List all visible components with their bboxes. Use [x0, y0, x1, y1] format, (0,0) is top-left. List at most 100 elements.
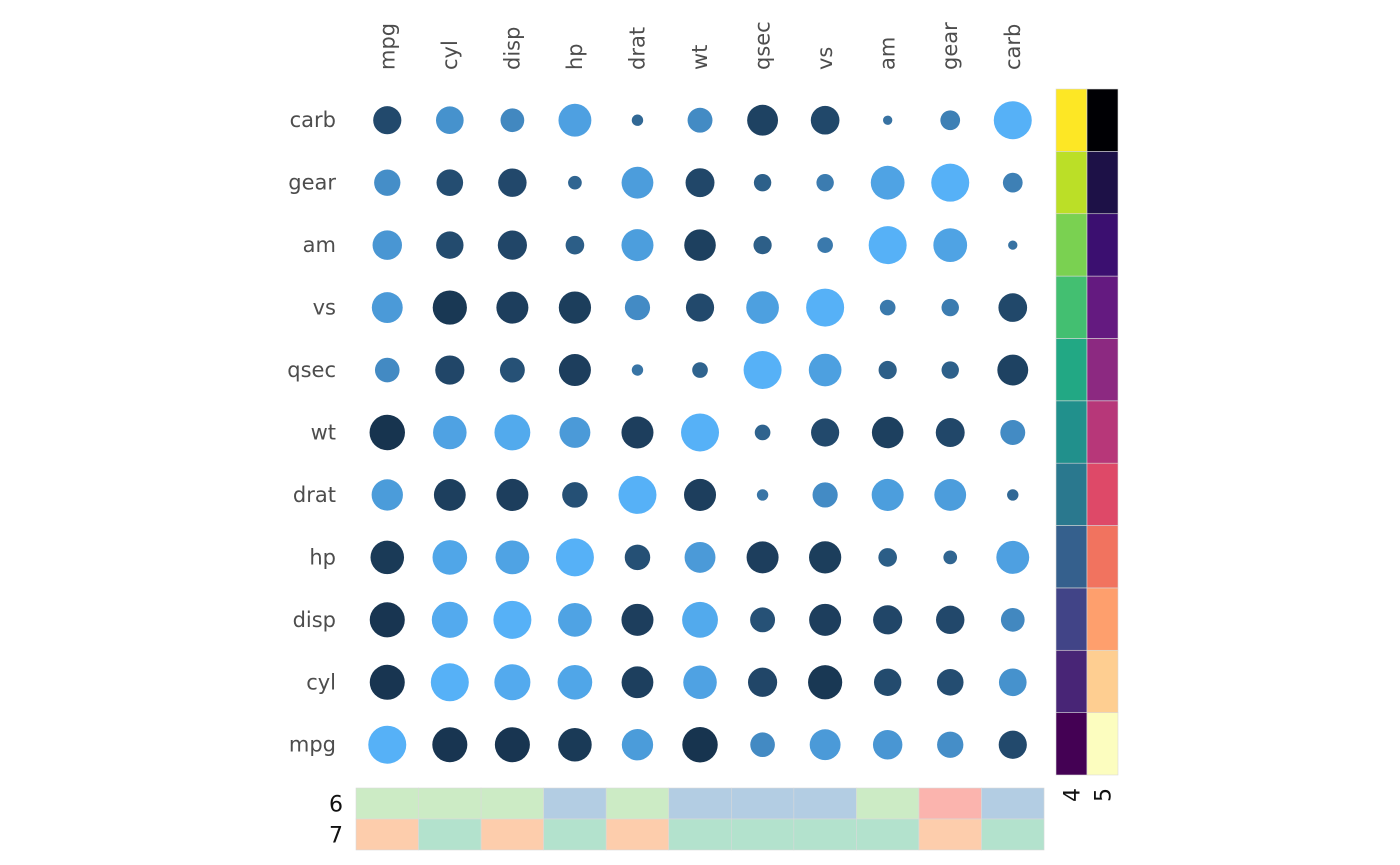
point-vs-cyl	[432, 290, 467, 325]
point-disp-hp	[558, 602, 592, 637]
point-vs-mpg	[371, 292, 403, 324]
bottom-annotation-7-cell	[793, 818, 857, 851]
right-annotation-4-cell	[1055, 151, 1088, 215]
bottom-annotation-6-cell	[480, 787, 544, 820]
point-wt-mpg	[369, 414, 405, 451]
right-annotation-4-cell	[1055, 462, 1088, 526]
point-am-vs	[817, 237, 833, 253]
point-disp-drat	[621, 603, 654, 636]
point-wt-qsec	[754, 424, 771, 441]
point-am-wt	[684, 229, 716, 261]
point-carb-mpg	[373, 106, 402, 135]
bottom-annotation-6-cell	[668, 787, 732, 820]
point-am-cyl	[436, 231, 464, 259]
point-mpg-am	[872, 730, 903, 760]
point-wt-cyl	[433, 415, 467, 450]
point-am-gear	[933, 228, 968, 263]
column-label-am: am	[876, 37, 900, 70]
point-gear-carb	[1002, 172, 1023, 193]
right-annotation-4-cell	[1055, 213, 1088, 277]
point-vs-am	[879, 299, 896, 316]
point-cyl-mpg	[369, 664, 405, 700]
right-annotation-5-cell	[1086, 88, 1119, 152]
point-cyl-am	[873, 668, 902, 696]
point-disp-qsec	[750, 607, 776, 633]
row-label-gear: gear	[288, 171, 336, 195]
point-cyl-wt	[683, 665, 717, 700]
right-annotation-5-cell	[1086, 338, 1119, 402]
point-drat-disp	[496, 478, 529, 511]
point-hp-wt	[684, 541, 716, 573]
point-drat-carb	[1007, 489, 1019, 501]
column-label-wt: wt	[688, 45, 712, 70]
point-cyl-drat	[621, 666, 654, 699]
point-disp-am	[873, 605, 903, 635]
row-label-wt: wt	[311, 420, 336, 444]
point-gear-cyl	[436, 169, 464, 196]
point-mpg-qsec	[750, 732, 775, 758]
point-gear-am	[870, 165, 905, 200]
bottom-annotation-7-cell	[605, 818, 670, 851]
column-label-mpg: mpg	[375, 23, 399, 70]
point-qsec-cyl	[435, 355, 465, 385]
bottom-annotation-label-7: 7	[329, 824, 343, 849]
bottom-annotation-bars: 67	[329, 787, 1045, 851]
bottom-annotation-6-cell	[793, 787, 857, 820]
right-annotation-5-cell	[1086, 712, 1119, 776]
point-disp-wt	[682, 601, 718, 638]
right-annotation-4-cell	[1055, 649, 1088, 713]
bottom-annotation-6-cell	[918, 787, 982, 820]
point-vs-drat	[624, 294, 651, 321]
point-drat-cyl	[433, 479, 466, 511]
point-gear-wt	[685, 168, 715, 198]
point-disp-carb	[1000, 607, 1025, 632]
point-vs-gear	[941, 298, 959, 317]
right-annotation-4-cell	[1055, 587, 1088, 651]
point-wt-am	[871, 416, 904, 449]
right-annotation-5-cell	[1086, 400, 1119, 464]
point-am-mpg	[372, 230, 402, 260]
point-carb-qsec	[747, 104, 779, 136]
point-wt-carb	[1000, 420, 1026, 445]
point-cyl-carb	[998, 668, 1027, 697]
point-qsec-mpg	[374, 357, 400, 383]
point-am-drat	[621, 229, 654, 262]
bottom-annotation-6-cell	[355, 787, 419, 820]
bottom-annotation-6-cell	[543, 787, 607, 820]
bottom-annotation-7-cell	[668, 818, 732, 851]
point-cyl-cyl	[430, 663, 469, 702]
point-drat-am	[871, 478, 904, 511]
point-qsec-wt	[692, 362, 708, 378]
point-wt-hp	[559, 417, 591, 448]
column-label-hp: hp	[563, 43, 587, 70]
point-hp-vs	[809, 541, 842, 574]
point-carb-wt	[687, 107, 713, 133]
column-label-drat: drat	[625, 27, 649, 70]
right-annotation-4-cell	[1055, 88, 1088, 152]
bottom-annotation-7-cell	[543, 818, 607, 851]
right-annotation-label-4: 4	[1061, 788, 1086, 802]
point-carb-vs	[810, 105, 840, 135]
point-hp-cyl	[432, 540, 468, 575]
point-carb-gear	[940, 110, 961, 131]
right-annotation-5-cell	[1086, 649, 1119, 713]
row-label-am: am	[303, 233, 336, 257]
point-vs-qsec	[746, 291, 779, 324]
point-am-am	[868, 226, 907, 265]
point-wt-drat	[621, 416, 654, 449]
point-mpg-wt	[682, 727, 718, 763]
point-mpg-gear	[937, 731, 964, 758]
point-vs-hp	[558, 291, 592, 324]
bottom-annotation-7-cell	[480, 818, 544, 851]
point-cyl-gear	[936, 668, 964, 696]
row-label-cyl: cyl	[306, 670, 336, 694]
column-label-carb: carb	[1001, 24, 1025, 70]
row-label-mpg: mpg	[289, 733, 336, 757]
point-qsec-disp	[499, 357, 525, 383]
point-mpg-carb	[998, 730, 1027, 759]
point-am-disp	[497, 230, 527, 260]
point-vs-disp	[496, 291, 529, 324]
point-mpg-mpg	[368, 725, 407, 764]
